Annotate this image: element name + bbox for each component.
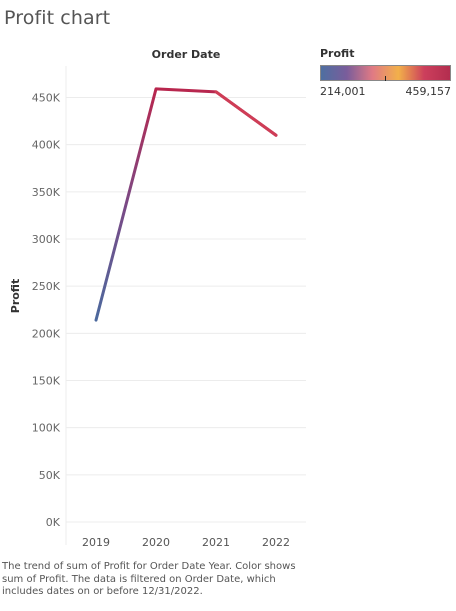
- legend-min-label: 214,001: [320, 85, 366, 98]
- chart-title: Profit chart: [4, 7, 111, 29]
- y-tick-label: 200K: [32, 327, 61, 340]
- x-tick-label: 2019: [82, 536, 110, 549]
- y-tick-label: 350K: [32, 186, 61, 199]
- legend-max-label: 459,157: [405, 85, 452, 98]
- chart-caption: The trend of sum of Profit for Order Dat…: [2, 561, 296, 597]
- y-tick-label: 450K: [32, 92, 61, 105]
- profit-series-line[interactable]: [94, 87, 278, 322]
- data-point-2020[interactable]: [152, 85, 160, 93]
- profit-line-chart: 0K 50K 100K 150K 200K 250K 300K 350K 400K 450K 201…: [9, 48, 306, 549]
- x-tick-label: 2020: [142, 536, 170, 549]
- profit-series-segment-2021-2022[interactable]: [214, 90, 278, 137]
- y-tick-label: 50K: [39, 469, 61, 482]
- legend-title: Profit: [320, 47, 355, 60]
- x-tick-label: 2022: [262, 536, 290, 549]
- legend-marker: [385, 76, 386, 81]
- y-axis-title: Profit: [9, 279, 22, 313]
- data-point-2021[interactable]: [212, 88, 220, 96]
- x-axis-title: Order Date: [152, 48, 221, 61]
- y-tick-label: 100K: [32, 422, 61, 435]
- data-point-2019[interactable]: [92, 316, 100, 324]
- color-legend-bar[interactable]: [320, 65, 451, 81]
- x-tick-label: 2021: [202, 536, 230, 549]
- y-tick-label: 0K: [46, 516, 61, 529]
- y-tick-label: 400K: [32, 139, 61, 152]
- y-tick-label: 250K: [32, 280, 61, 293]
- y-tick-label: 300K: [32, 233, 61, 246]
- data-point-2022[interactable]: [272, 131, 280, 139]
- y-tick-label: 150K: [32, 375, 61, 388]
